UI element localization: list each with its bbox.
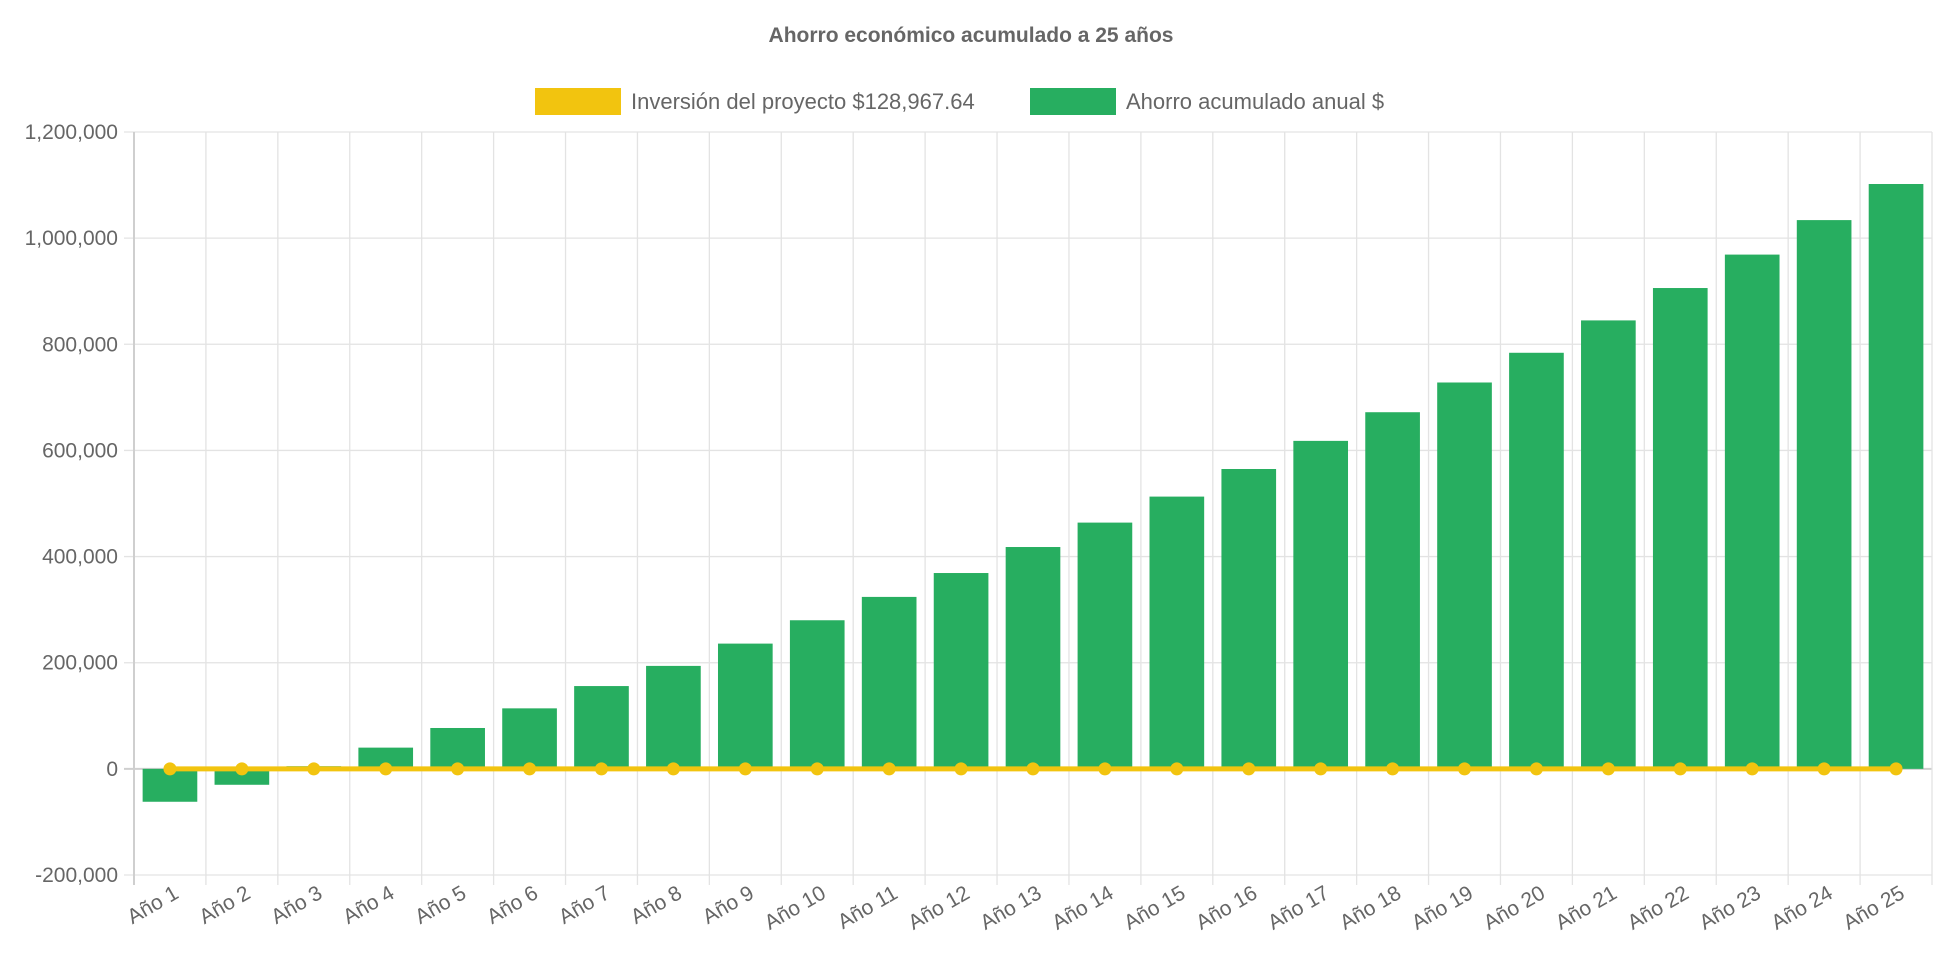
investment-point	[1098, 762, 1112, 776]
y-tick-label: 1,200,000	[25, 121, 118, 144]
bar-año-22	[1652, 288, 1708, 769]
legend-swatch	[535, 88, 621, 115]
x-tick-label: Año 3	[267, 881, 326, 928]
x-tick-label: Año 6	[483, 881, 542, 928]
bar-año-13	[1005, 547, 1061, 769]
bar-año-16	[1221, 469, 1277, 769]
investment-point	[1529, 762, 1543, 776]
x-tick-label: Año 1	[123, 881, 182, 928]
bar-año-7	[574, 686, 629, 769]
legend-swatch	[1030, 88, 1116, 115]
y-tick-label: 200,000	[42, 652, 118, 675]
x-tick-label: Año 19	[1408, 881, 1477, 934]
investment-point	[1026, 762, 1040, 776]
x-tick-label: Año 12	[904, 881, 973, 934]
investment-point	[594, 762, 608, 776]
bar-año-19	[1437, 382, 1492, 769]
bar-año-17	[1293, 440, 1349, 769]
bar-año-23	[1724, 254, 1780, 769]
x-tick-label: Año 15	[1120, 881, 1189, 934]
bar-año-8	[646, 665, 701, 769]
x-tick-label: Año 18	[1336, 881, 1405, 934]
x-tick-label: Año 11	[834, 881, 902, 933]
x-tick-label: Año 22	[1624, 881, 1693, 934]
y-tick-label: -200,000	[35, 864, 118, 887]
bar-año-9	[717, 643, 773, 769]
investment-point	[451, 762, 465, 776]
investment-point	[954, 762, 968, 776]
legend-label: Ahorro acumulado anual $	[1126, 89, 1384, 114]
bar-año-20	[1509, 352, 1564, 769]
y-tick-label: 400,000	[42, 546, 118, 569]
investment-point	[307, 762, 321, 776]
bar-año-4	[358, 747, 414, 769]
line-series	[163, 762, 1903, 776]
y-tick-label: 800,000	[42, 333, 118, 356]
investment-point	[882, 762, 896, 776]
investment-point	[1745, 762, 1759, 776]
x-tick-label: Año 5	[411, 881, 470, 928]
investment-point	[379, 762, 393, 776]
x-tick-label: Año 24	[1767, 881, 1836, 934]
investment-point	[1242, 762, 1256, 776]
x-axis: Año 1 Año 2 Año 3 Año 4 Año 5 Año 6 Año 7 Año 8…	[123, 881, 1908, 934]
investment-point	[1889, 762, 1903, 776]
investment-point	[235, 762, 249, 776]
bar-año-15	[1149, 496, 1205, 769]
bar-año-24	[1796, 220, 1852, 769]
bar-año-25	[1868, 184, 1924, 769]
bar-año-18	[1365, 412, 1420, 769]
grid	[124, 131, 1933, 885]
legend-label: Inversión del proyecto $128,967.64	[631, 89, 975, 114]
investment-point	[1601, 762, 1615, 776]
x-tick-label: Año 2	[195, 881, 254, 928]
x-tick-label: Año 23	[1696, 881, 1765, 934]
bar-año-2	[214, 768, 270, 785]
investment-point	[1170, 762, 1184, 776]
bar-año-14	[1077, 522, 1133, 769]
investment-point	[523, 762, 537, 776]
x-tick-label: Año 25	[1839, 881, 1908, 934]
bar-año-21	[1581, 320, 1636, 769]
investment-point	[666, 762, 680, 776]
investment-point	[1314, 762, 1328, 776]
investment-point	[1386, 762, 1400, 776]
bar-año-11	[861, 596, 917, 769]
bar-año-6	[502, 708, 557, 769]
x-tick-label: Año 21	[1552, 881, 1621, 934]
x-tick-label: Año 9	[699, 881, 758, 928]
investment-point	[1817, 762, 1831, 776]
investment-point	[1458, 762, 1472, 776]
x-tick-label: Año 14	[1048, 881, 1117, 934]
investment-point	[163, 762, 177, 776]
x-tick-label: Año 20	[1480, 881, 1549, 934]
x-tick-label: Año 10	[761, 881, 830, 934]
y-tick-label: 0	[106, 758, 118, 781]
y-axis: -200,000 0 200,000 400,000 600,000 800,000 1,0…	[25, 121, 118, 887]
chart-title: Ahorro económico acumulado a 25 años	[769, 24, 1174, 47]
x-tick-label: Año 7	[555, 881, 614, 928]
x-tick-label: Año 8	[627, 881, 686, 928]
investment-point	[1673, 762, 1687, 776]
bar-año-10	[789, 620, 845, 769]
bar-año-12	[933, 573, 989, 769]
bar-año-5	[430, 727, 485, 769]
x-tick-label: Año 16	[1192, 881, 1261, 934]
y-tick-label: 1,000,000	[25, 227, 118, 250]
x-tick-label: Año 4	[339, 881, 398, 929]
y-tick-label: 600,000	[42, 439, 118, 462]
x-tick-label: Año 17	[1264, 881, 1333, 934]
investment-point	[738, 762, 752, 776]
bars	[142, 184, 1924, 802]
legend: Inversión del proyecto $128,967.64 Ahorro…	[535, 88, 1384, 115]
investment-point	[810, 762, 824, 776]
x-tick-label: Año 13	[976, 881, 1045, 934]
